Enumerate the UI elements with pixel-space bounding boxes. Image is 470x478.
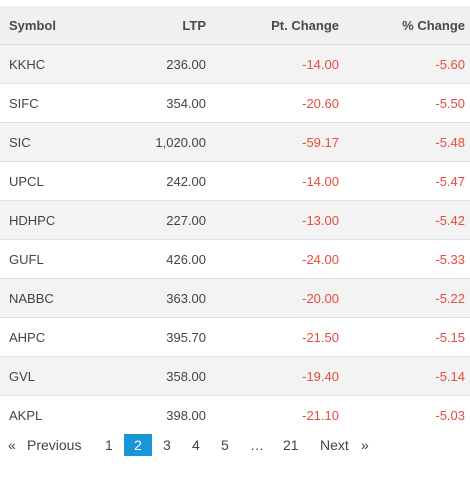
pagination: « Previous 1 2 3 4 5 … 21 Next »: [0, 434, 470, 456]
table-row: NABBC 363.00 -20.00 -5.22: [0, 278, 470, 318]
cell-ltp: 1,020.00: [129, 122, 206, 162]
page-link-21[interactable]: 21: [283, 437, 299, 453]
table-row: AKPL 398.00 -21.10 -5.03: [0, 395, 470, 434]
cell-ltp: 242.00: [129, 161, 206, 201]
cell-symbol[interactable]: SIC: [0, 122, 129, 162]
table-row: GUFL 426.00 -24.00 -5.33: [0, 239, 470, 279]
cell-pt-change: -13.00: [206, 200, 339, 240]
cell-pct-change: -5.22: [339, 278, 470, 318]
page-link-1[interactable]: 1: [105, 437, 113, 453]
next-button[interactable]: Next: [320, 437, 349, 453]
cell-pct-change: -5.48: [339, 122, 470, 162]
cell-pt-change: -14.00: [206, 161, 339, 201]
cell-pct-change: -5.50: [339, 83, 470, 123]
table-row: HDHPC 227.00 -13.00 -5.42: [0, 200, 470, 240]
cell-symbol[interactable]: NABBC: [0, 278, 129, 318]
cell-ltp: 358.00: [129, 356, 206, 396]
header-symbol[interactable]: Symbol: [0, 6, 129, 45]
page-link-3[interactable]: 3: [163, 437, 171, 453]
table-row: KKHC 236.00 -14.00 -5.60: [0, 44, 470, 84]
cell-pt-change: -14.00: [206, 44, 339, 84]
cell-symbol[interactable]: GUFL: [0, 239, 129, 279]
previous-arrow-icon[interactable]: «: [8, 437, 16, 453]
cell-pt-change: -19.40: [206, 356, 339, 396]
table-row: SIFC 354.00 -20.60 -5.50: [0, 83, 470, 123]
cell-pt-change: -21.50: [206, 317, 339, 357]
cell-pt-change: -20.00: [206, 278, 339, 318]
cell-pct-change: -5.47: [339, 161, 470, 201]
table-body: KKHC 236.00 -14.00 -5.60 SIFC 354.00 -20…: [0, 44, 470, 434]
cell-symbol[interactable]: KKHC: [0, 44, 129, 84]
cell-pct-change: -5.33: [339, 239, 470, 279]
cell-ltp: 354.00: [129, 83, 206, 123]
cell-ltp: 395.70: [129, 317, 206, 357]
next-arrow-icon[interactable]: »: [361, 437, 369, 453]
cell-symbol[interactable]: SIFC: [0, 83, 129, 123]
header-row: Symbol LTP Pt. Change % Change: [0, 6, 470, 45]
cell-pt-change: -21.10: [206, 395, 339, 434]
cell-symbol[interactable]: HDHPC: [0, 200, 129, 240]
table-row: SIC 1,020.00 -59.17 -5.48: [0, 122, 470, 162]
table-header: Symbol LTP Pt. Change % Change: [0, 6, 470, 45]
header-ltp[interactable]: LTP: [129, 6, 206, 45]
cell-pct-change: -5.42: [339, 200, 470, 240]
cell-pct-change: -5.60: [339, 44, 470, 84]
table-row: AHPC 395.70 -21.50 -5.15: [0, 317, 470, 357]
previous-button[interactable]: Previous: [27, 437, 82, 453]
page-link-5[interactable]: 5: [221, 437, 229, 453]
cell-pt-change: -59.17: [206, 122, 339, 162]
header-pct-change[interactable]: % Change: [339, 6, 470, 45]
page-link-2-current[interactable]: 2: [124, 434, 152, 456]
cell-ltp: 363.00: [129, 278, 206, 318]
cell-symbol[interactable]: UPCL: [0, 161, 129, 201]
table-row: UPCL 242.00 -14.00 -5.47: [0, 161, 470, 201]
cell-symbol[interactable]: AKPL: [0, 395, 129, 434]
pagination-ellipsis: …: [250, 437, 264, 453]
cell-pct-change: -5.15: [339, 317, 470, 357]
cell-pct-change: -5.03: [339, 395, 470, 434]
cell-pct-change: -5.14: [339, 356, 470, 396]
cell-ltp: 398.00: [129, 395, 206, 434]
cell-symbol[interactable]: GVL: [0, 356, 129, 396]
cell-ltp: 227.00: [129, 200, 206, 240]
cell-ltp: 236.00: [129, 44, 206, 84]
cell-ltp: 426.00: [129, 239, 206, 279]
header-pt-change[interactable]: Pt. Change: [206, 6, 339, 45]
table-row: GVL 358.00 -19.40 -5.14: [0, 356, 470, 396]
cell-symbol[interactable]: AHPC: [0, 317, 129, 357]
cell-pt-change: -24.00: [206, 239, 339, 279]
page-link-4[interactable]: 4: [192, 437, 200, 453]
cell-pt-change: -20.60: [206, 83, 339, 123]
top-losers-table: Symbol LTP Pt. Change % Change KKHC 236.…: [0, 6, 470, 434]
